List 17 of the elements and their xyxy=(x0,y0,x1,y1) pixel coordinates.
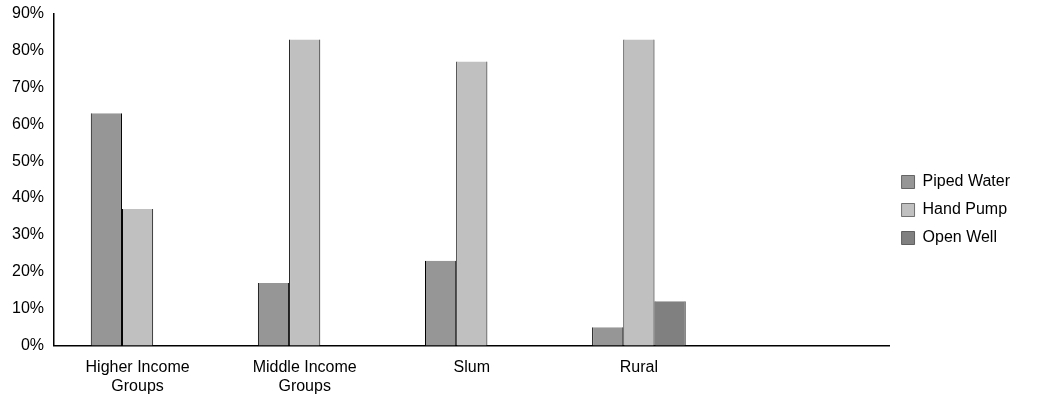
legend-label: Open Well xyxy=(922,228,997,246)
x-tick-label: Slum xyxy=(453,357,491,375)
y-tick-label: 20% xyxy=(11,262,45,280)
y-tick-label: 10% xyxy=(11,299,45,317)
y-tick-label: 90% xyxy=(11,4,45,22)
x-tick-label: Rural xyxy=(619,357,659,375)
x-tick-label: Middle Income Groups xyxy=(252,357,357,394)
y-tick-label: 50% xyxy=(11,151,45,169)
y-tick-label: 80% xyxy=(11,40,45,58)
y-tick-label: 70% xyxy=(11,77,45,95)
legend-label: Piped Water xyxy=(922,172,1011,190)
y-tick-label: 30% xyxy=(11,225,45,243)
y-tick-label: 60% xyxy=(11,114,45,132)
y-tick-label: 0% xyxy=(20,336,45,354)
x-tick-label: Higher Income Groups xyxy=(85,357,190,394)
y-tick-label: 40% xyxy=(11,188,45,206)
legend-label: Hand Pump xyxy=(922,200,1008,218)
